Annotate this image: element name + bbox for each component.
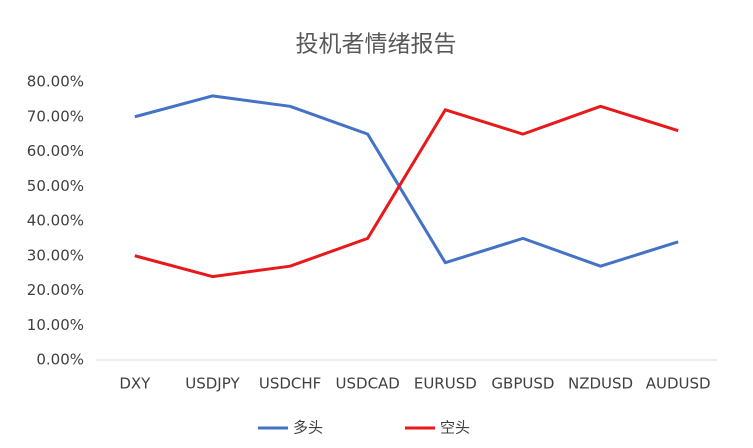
x-tick-label: USDJPY bbox=[185, 375, 240, 393]
legend-label: 空头 bbox=[440, 419, 470, 437]
x-tick-label: AUDUSD bbox=[646, 375, 711, 393]
y-tick-label: 10.00% bbox=[27, 316, 84, 334]
series-line bbox=[134, 94, 679, 268]
x-tick-label: USDCAD bbox=[336, 375, 400, 393]
y-tick-label: 40.00% bbox=[27, 212, 84, 230]
x-tick-label: USDCHF bbox=[259, 375, 321, 393]
y-tick-label: 80.00% bbox=[27, 73, 84, 91]
legend-label: 多头 bbox=[293, 419, 323, 437]
x-tick-label: EURUSD bbox=[414, 375, 477, 393]
x-tick-label: NZDUSD bbox=[568, 375, 633, 393]
y-tick-label: 70.00% bbox=[27, 107, 84, 125]
y-tick-label: 60.00% bbox=[27, 142, 84, 160]
series-line bbox=[134, 104, 679, 279]
x-tick-label: GBPUSD bbox=[491, 375, 554, 393]
y-tick-label: 50.00% bbox=[27, 177, 84, 195]
y-tick-label: 20.00% bbox=[27, 281, 84, 299]
x-tick-label: DXY bbox=[119, 375, 151, 393]
chart-title: 投机者情绪报告 bbox=[296, 32, 457, 58]
y-tick-label: 0.00% bbox=[36, 351, 84, 369]
y-tick-label: 30.00% bbox=[27, 246, 84, 264]
